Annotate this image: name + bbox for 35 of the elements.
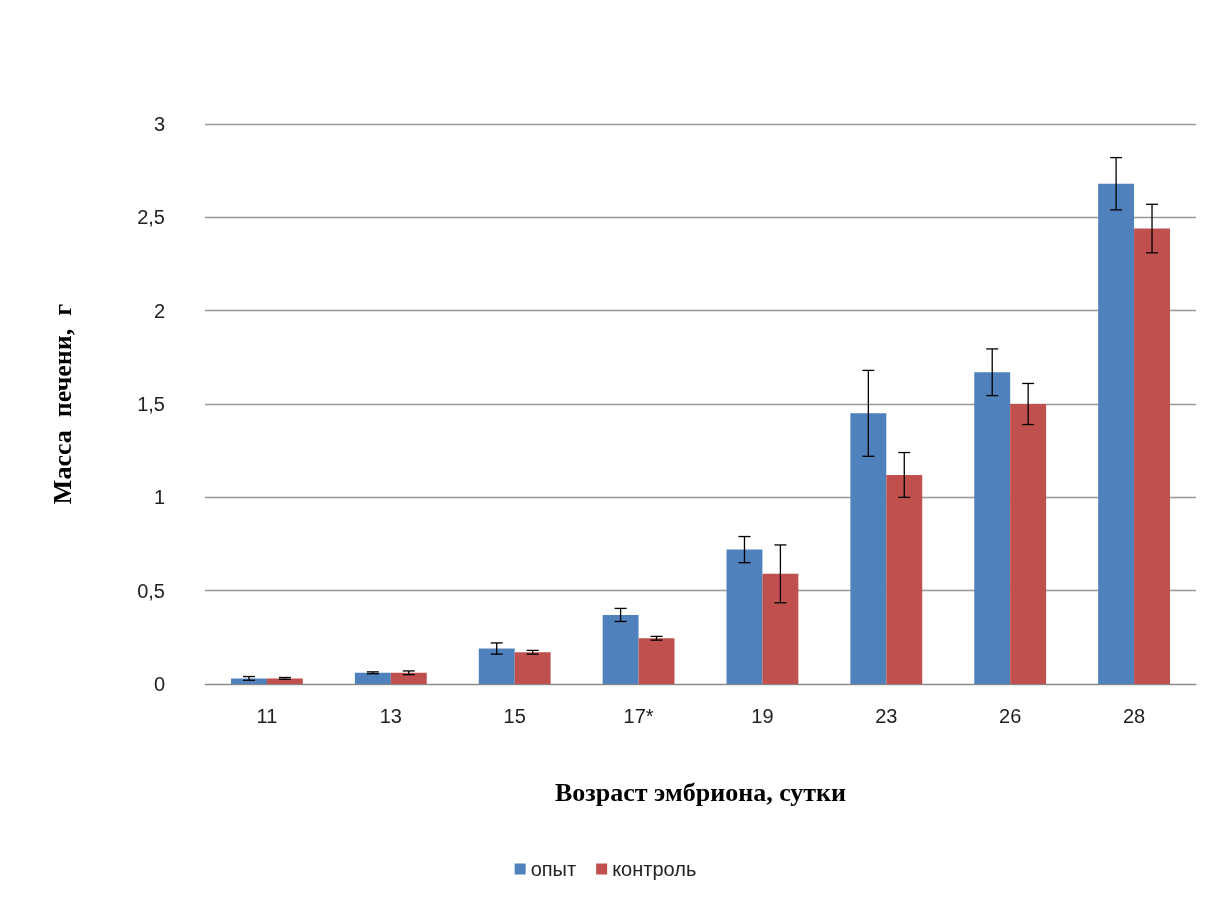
x-tick-label: 19 — [751, 705, 774, 727]
y-axis-title: Масса печени, г — [47, 303, 77, 505]
x-tick-label: 11 — [256, 705, 278, 727]
bar — [231, 678, 267, 684]
bar — [850, 413, 887, 684]
bar — [1098, 183, 1135, 684]
bar — [390, 672, 427, 684]
bar — [886, 474, 923, 684]
y-tick-label: 2,5 — [137, 206, 165, 229]
y-tick-label: 0 — [153, 673, 165, 695]
y-tick-label: 1 — [153, 486, 165, 509]
y-tick-label: 2 — [153, 299, 165, 322]
bar — [266, 678, 303, 684]
bar — [602, 614, 639, 684]
legend-label: опыт — [530, 858, 577, 880]
x-tick-label: 28 — [1122, 705, 1146, 727]
x-axis-title: Возраст эмбриона, сутки — [554, 777, 847, 807]
x-tick-label: 13 — [379, 705, 402, 727]
bar — [514, 652, 551, 684]
bar — [974, 372, 1011, 684]
bar — [726, 549, 763, 684]
legend-label: контроль — [612, 858, 697, 880]
x-tick-label: 15 — [503, 705, 526, 727]
x-tick-label: 23 — [875, 705, 898, 727]
bar — [1010, 404, 1047, 684]
bar — [762, 573, 799, 684]
y-tick-label: 0,5 — [137, 579, 165, 602]
x-tick-label: 17* — [623, 705, 654, 727]
bar — [354, 672, 391, 684]
x-tick-label: 26 — [999, 705, 1022, 727]
bar — [1134, 228, 1170, 684]
y-tick-label: 1,5 — [137, 393, 165, 415]
bar — [638, 638, 675, 684]
y-tick-label: 3 — [153, 113, 165, 135]
bar — [478, 648, 515, 684]
